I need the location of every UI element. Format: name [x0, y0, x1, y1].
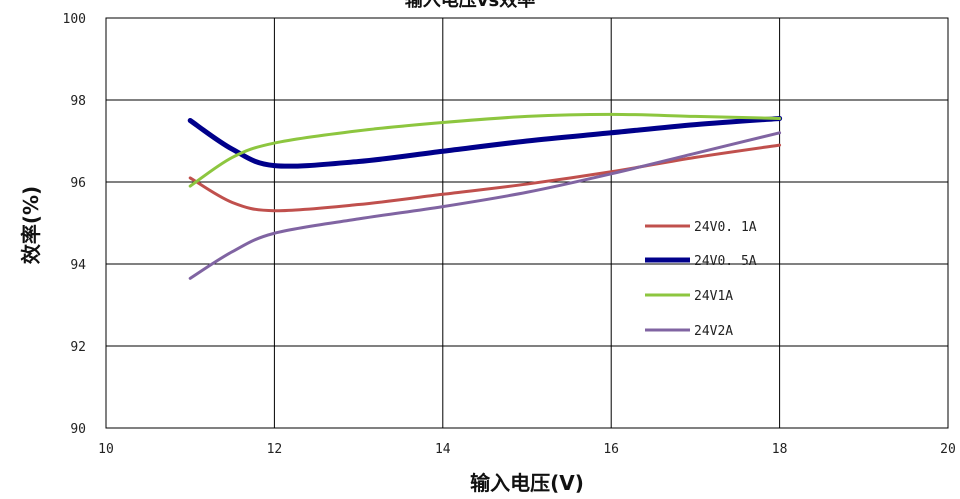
y-axis-label: 效率(%) — [19, 186, 43, 264]
series-line-2 — [188, 112, 782, 188]
x-tick-label: 14 — [435, 442, 451, 457]
x-tick-label: 16 — [603, 442, 619, 457]
legend: 24V0. 1A 24V0. 5A 24V1A 24V2A — [645, 220, 757, 339]
y-axis-ticks: 90 92 94 96 98 100 — [63, 12, 87, 437]
y-tick-label: 90 — [70, 422, 86, 437]
chart-title: 输入电压vs效率 — [405, 0, 535, 11]
x-tick-label: 10 — [98, 442, 114, 457]
y-tick-label: 98 — [70, 94, 86, 109]
series-line-3 — [188, 131, 782, 280]
grid-lines — [105, 17, 949, 429]
series-line-1 — [187, 115, 783, 169]
x-axis-label: 输入电压(V) — [470, 471, 584, 495]
y-tick-label: 100 — [63, 12, 86, 27]
series-lines — [187, 112, 783, 280]
plot-area — [105, 17, 949, 429]
legend-label-2: 24V1A — [694, 289, 733, 304]
legend-label-3: 24V2A — [694, 324, 733, 339]
y-tick-label: 94 — [70, 258, 86, 273]
x-tick-label: 20 — [940, 442, 956, 457]
legend-label-0: 24V0. 1A — [694, 220, 757, 235]
y-tick-label: 96 — [70, 176, 86, 191]
x-tick-label: 12 — [267, 442, 283, 457]
y-tick-label: 92 — [70, 340, 86, 355]
legend-label-1: 24V0. 5A — [694, 254, 757, 269]
x-axis-ticks: 10 12 14 16 18 20 — [98, 442, 956, 457]
x-tick-label: 18 — [772, 442, 788, 457]
series-line-0 — [188, 143, 782, 213]
